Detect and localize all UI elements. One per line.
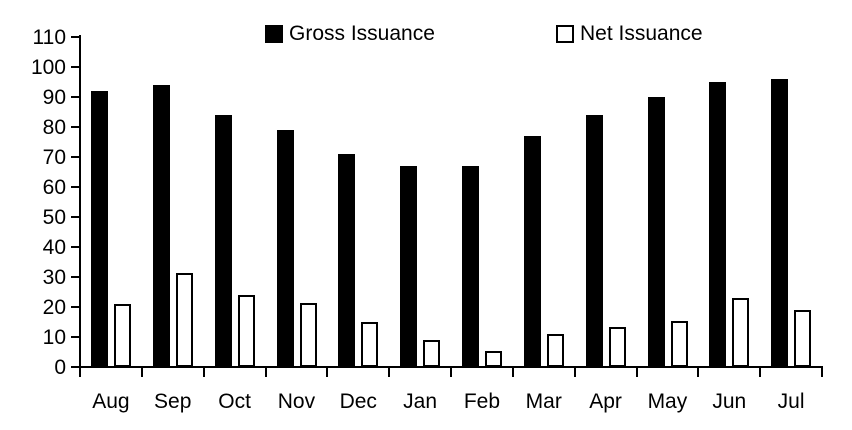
y-tick-mark — [71, 96, 80, 98]
x-category-label-aug: Aug — [92, 390, 130, 413]
x-tick-mark — [511, 368, 514, 377]
x-category-label-nov: Nov — [277, 390, 316, 413]
y-tick-label: 10 — [42, 326, 66, 349]
y-tick-mark — [71, 366, 80, 368]
x-tick-mark — [388, 368, 391, 377]
x-category-label-sep: Sep — [154, 390, 192, 413]
x-tick-mark — [326, 368, 329, 377]
y-tick-label: 0 — [54, 356, 66, 379]
x-tick-mark — [264, 368, 267, 377]
legend-label-net-issuance: Net Issuance — [580, 22, 703, 45]
x-tick-mark — [821, 368, 823, 377]
gross-issuance-bar-feb — [462, 166, 479, 367]
y-tick-label: 100 — [30, 56, 66, 79]
net-issuance-bar-sep — [175, 272, 193, 367]
y-tick-mark — [71, 36, 80, 38]
gross-issuance-bar-oct — [214, 115, 232, 367]
x-category-label-may: May — [647, 390, 688, 413]
net-issuance-bar-dec — [361, 322, 379, 367]
y-tick-label: 30 — [42, 266, 66, 289]
y-tick-label: 40 — [42, 236, 66, 259]
gross-issuance-bar-jun — [709, 82, 727, 367]
y-tick-label: 60 — [42, 176, 66, 199]
gross-issuance-bar-jul — [771, 79, 789, 367]
net-issuance-bar-nov — [299, 302, 317, 367]
gross-issuance-bar-may — [647, 97, 665, 367]
gross-issuance-bar-mar — [523, 136, 541, 367]
y-tick-mark — [71, 186, 80, 188]
net-issuance-bar-apr — [608, 326, 626, 367]
y-tick-label: 110 — [32, 26, 66, 49]
x-category-label-oct: Oct — [218, 390, 251, 413]
gross-issuance-bar-jan — [400, 166, 418, 367]
x-category-label-mar: Mar — [525, 390, 562, 413]
y-tick-label: 80 — [42, 116, 66, 139]
y-tick-mark — [71, 216, 80, 218]
x-tick-mark — [79, 368, 81, 377]
x-tick-mark — [202, 368, 205, 377]
y-tick-label: 90 — [42, 86, 66, 109]
gross-issuance-bar-aug — [91, 91, 108, 367]
y-tick-label: 70 — [42, 146, 66, 169]
gross-issuance-bar-sep — [152, 85, 170, 367]
x-tick-mark — [450, 368, 452, 377]
net-issuance-bar-aug — [114, 304, 131, 367]
net-issuance-bar-jun — [732, 298, 750, 367]
y-axis-line — [79, 35, 81, 368]
net-issuance-bar-jan — [423, 340, 441, 367]
legend-item-gross-issuance: Gross Issuance — [265, 22, 435, 46]
y-tick-mark — [71, 276, 80, 278]
x-category-label-feb: Feb — [463, 390, 500, 413]
legend-item-net-issuance: Net Issuance — [556, 22, 703, 46]
net-issuance-bar-oct — [237, 295, 255, 367]
x-axis-line — [79, 366, 823, 368]
gross-issuance-bar-apr — [585, 115, 603, 367]
y-tick-mark — [71, 66, 80, 68]
gross-issuance-bar-nov — [276, 130, 294, 367]
gross-issuance-bar-dec — [338, 154, 356, 367]
net-issuance-bar-mar — [546, 334, 564, 367]
x-category-label-dec: Dec — [339, 390, 377, 413]
y-tick-mark — [71, 306, 80, 308]
x-tick-mark — [759, 368, 762, 377]
x-category-label-jan: Jan — [403, 390, 437, 413]
gross-issuance-swatch-icon — [265, 25, 283, 43]
net-issuance-bar-feb — [485, 350, 502, 367]
y-tick-mark — [71, 336, 80, 338]
x-category-label-jul: Jul — [777, 390, 805, 413]
y-tick-label: 50 — [42, 206, 66, 229]
x-tick-mark — [635, 368, 638, 377]
y-tick-label: 20 — [42, 296, 66, 319]
y-tick-mark — [71, 156, 80, 158]
x-tick-mark — [697, 368, 700, 377]
x-category-label-apr: Apr — [589, 390, 622, 413]
x-tick-mark — [573, 368, 576, 377]
x-category-label-jun: Jun — [712, 390, 747, 413]
net-issuance-bar-jul — [794, 310, 812, 367]
net-issuance-swatch-icon — [556, 25, 574, 43]
net-issuance-bar-may — [670, 320, 688, 367]
legend-label-gross-issuance: Gross Issuance — [289, 22, 435, 45]
x-tick-mark — [140, 368, 143, 377]
y-tick-mark — [71, 246, 80, 248]
y-tick-mark — [71, 126, 80, 128]
